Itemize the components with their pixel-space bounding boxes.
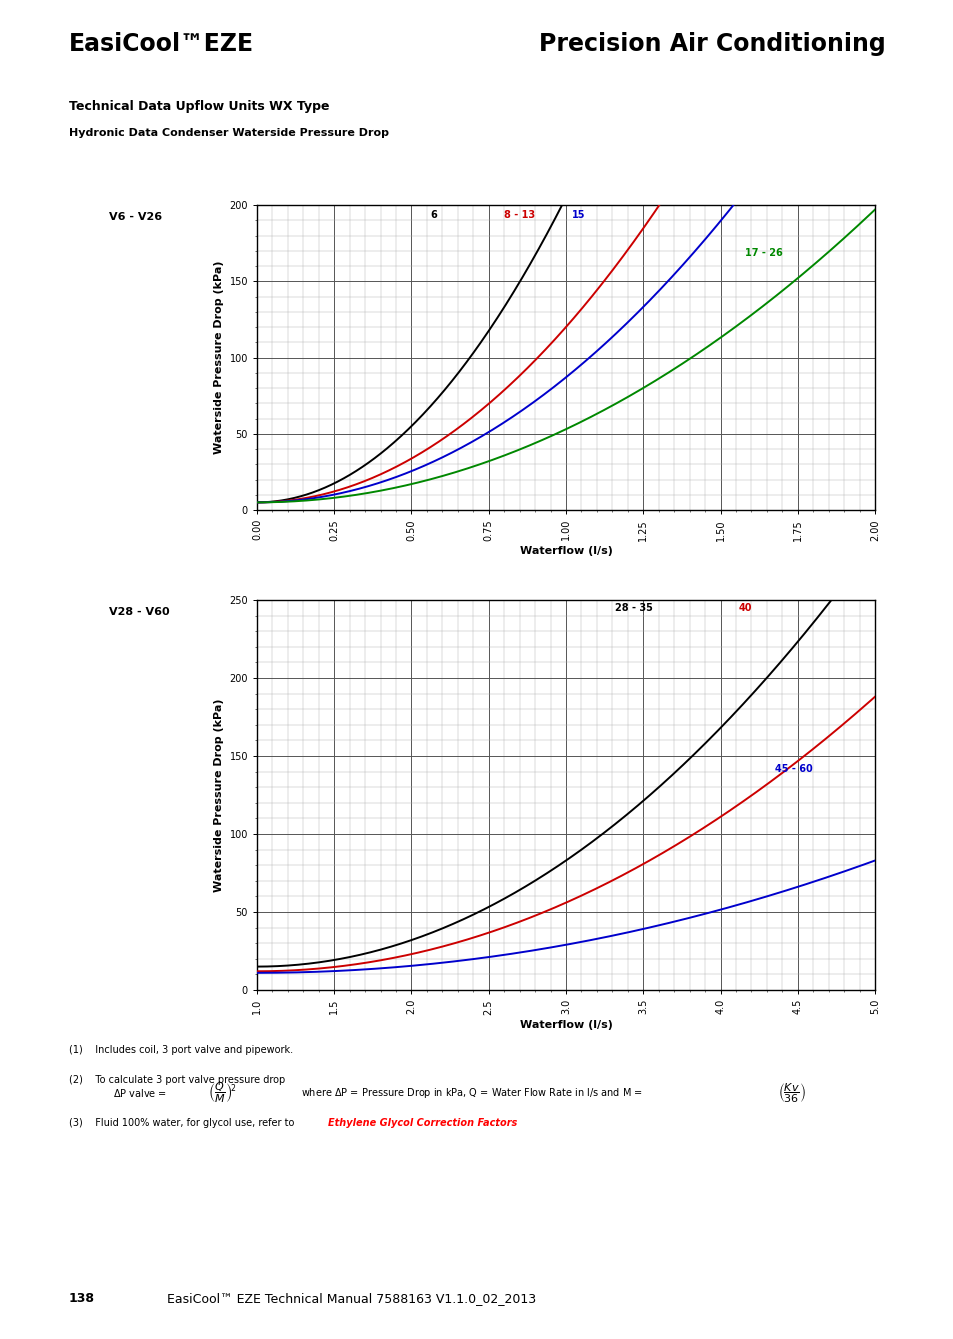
Text: 40: 40: [739, 603, 752, 613]
Y-axis label: Waterside Pressure Drop (kPa): Waterside Pressure Drop (kPa): [213, 261, 224, 454]
Text: Precision Air Conditioning: Precision Air Conditioning: [538, 32, 884, 56]
Text: 6: 6: [430, 210, 436, 220]
Text: $\left(\dfrac{Q}{M}\right)^{\!2}$: $\left(\dfrac{Q}{M}\right)^{\!2}$: [208, 1081, 236, 1105]
Text: V6 - V26: V6 - V26: [109, 212, 162, 222]
Text: .: .: [495, 1118, 497, 1127]
Text: (1)    Includes coil, 3 port valve and pipework.: (1) Includes coil, 3 port valve and pipe…: [69, 1044, 293, 1055]
Text: EasiCool™ EZE Technical Manual 7588163 V1.1.0_02_2013: EasiCool™ EZE Technical Manual 7588163 V…: [167, 1292, 536, 1306]
Text: $\left(\dfrac{Kv}{36}\right)$: $\left(\dfrac{Kv}{36}\right)$: [777, 1082, 804, 1105]
Text: 17 - 26: 17 - 26: [744, 248, 782, 257]
X-axis label: Waterflow (l/s): Waterflow (l/s): [519, 1020, 612, 1030]
Text: 28 - 35: 28 - 35: [615, 603, 653, 613]
Text: EasiCool™EZE: EasiCool™EZE: [69, 32, 253, 56]
Text: Hydronic Data Condenser Waterside Pressure Drop: Hydronic Data Condenser Waterside Pressu…: [69, 129, 388, 138]
Text: Technical: Technical: [20, 371, 30, 428]
Text: 45 - 60: 45 - 60: [774, 763, 811, 774]
Text: 138: 138: [69, 1292, 94, 1306]
Text: WX - Type: WX - Type: [20, 898, 30, 961]
Text: 15: 15: [572, 210, 585, 220]
Text: $\Delta$P valve =: $\Delta$P valve =: [112, 1087, 167, 1099]
Text: V28 - V60: V28 - V60: [109, 607, 170, 617]
Text: 8 - 13: 8 - 13: [504, 210, 535, 220]
Text: V: V: [19, 678, 30, 692]
X-axis label: Waterflow (l/s): Waterflow (l/s): [519, 546, 612, 556]
Text: Ethylene Glycol Correction Factors: Ethylene Glycol Correction Factors: [328, 1118, 517, 1127]
Text: (3)    Fluid 100% water, for glycol use, refer to: (3) Fluid 100% water, for glycol use, re…: [69, 1118, 297, 1127]
Text: (2)    To calculate 3 port valve pressure drop: (2) To calculate 3 port valve pressure d…: [69, 1075, 285, 1085]
Text: where $\Delta$P = Pressure Drop in kPa, Q = Water Flow Rate in l/s and M =: where $\Delta$P = Pressure Drop in kPa, …: [300, 1086, 641, 1101]
Text: Technical Data Upflow Units WX Type: Technical Data Upflow Units WX Type: [69, 100, 329, 112]
Y-axis label: Waterside Pressure Drop (kPa): Waterside Pressure Drop (kPa): [213, 698, 224, 892]
